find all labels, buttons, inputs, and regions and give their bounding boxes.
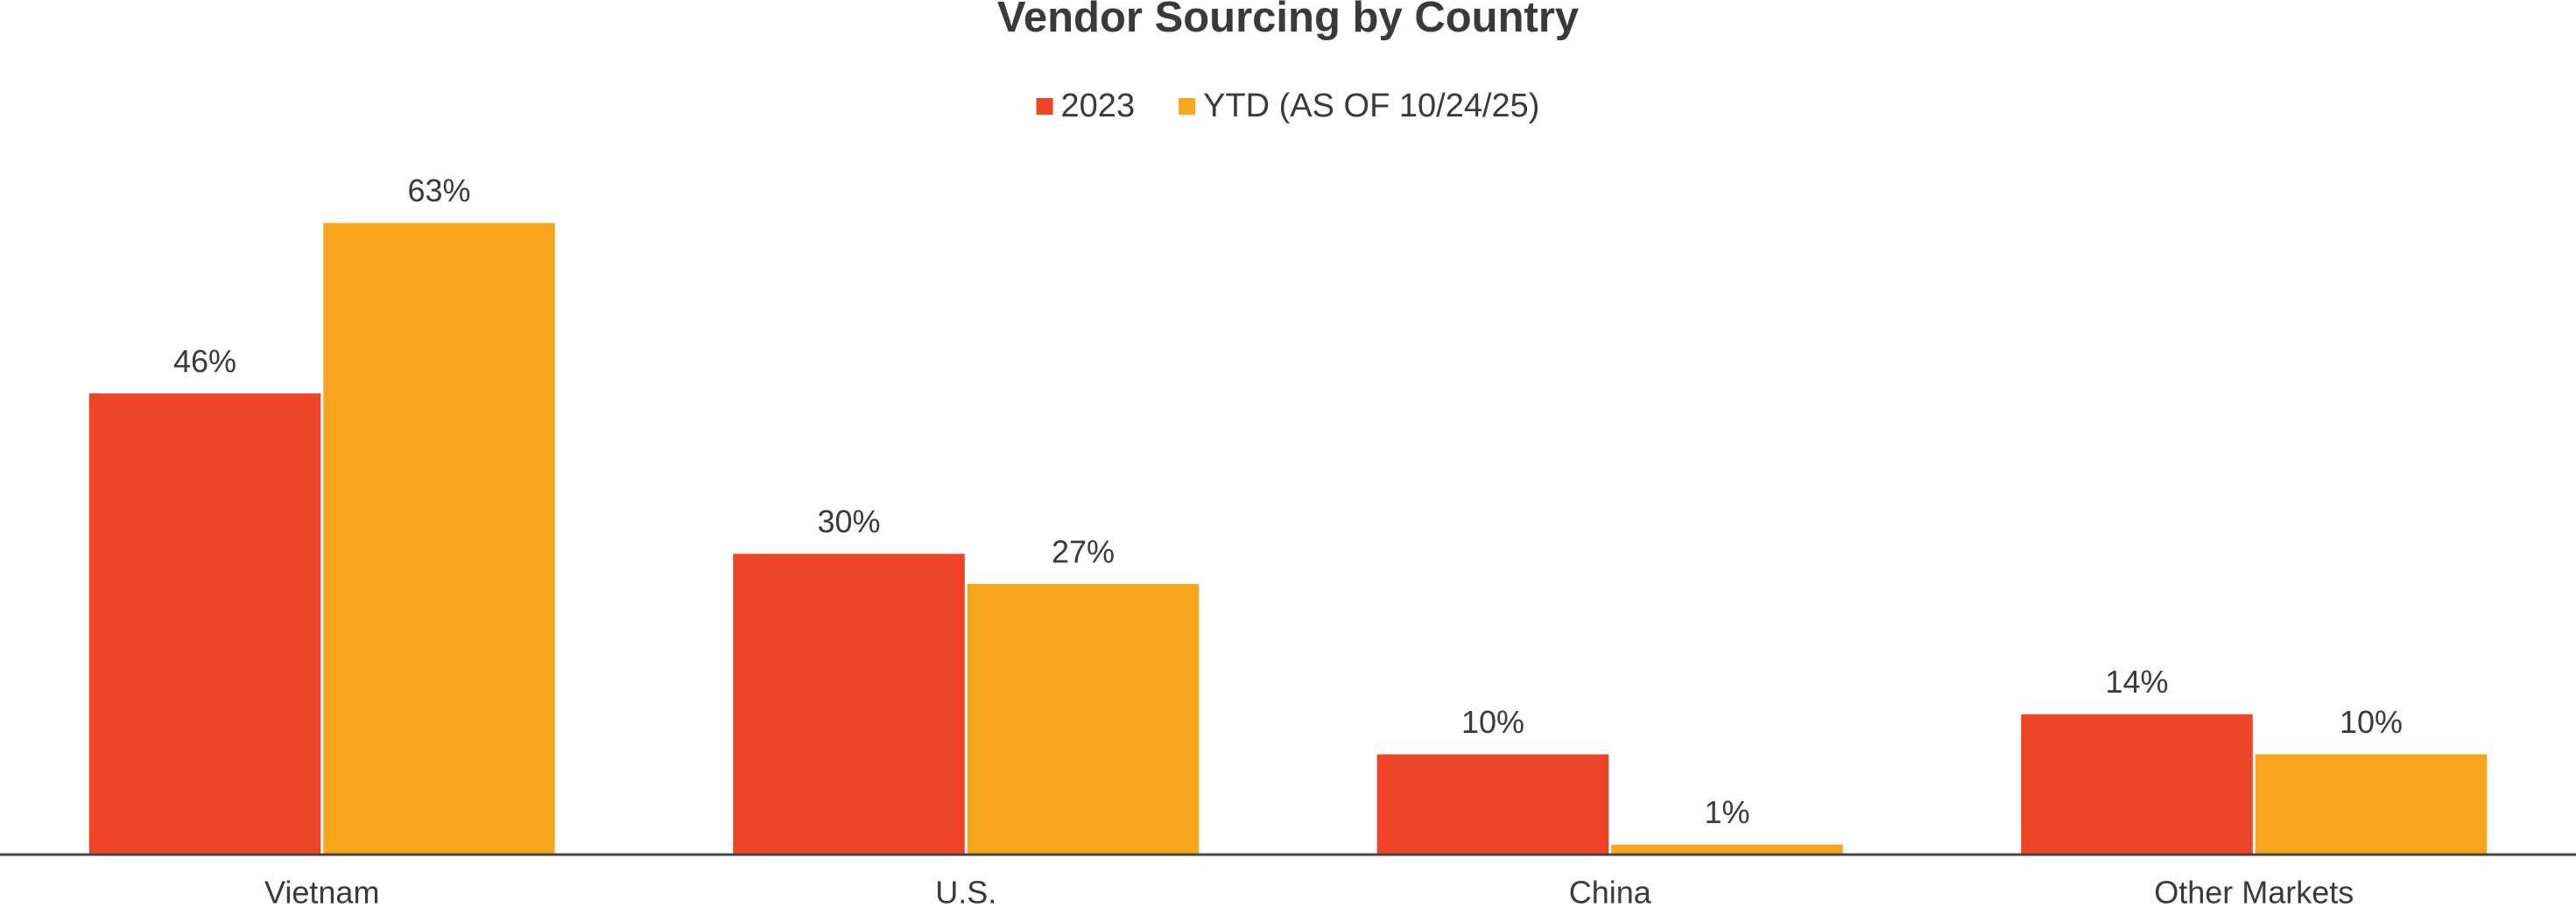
- bar: [1611, 844, 1843, 855]
- bar: [2255, 754, 2488, 855]
- bar: [88, 393, 321, 855]
- legend-swatch: [1179, 98, 1196, 115]
- value-label: 14%: [2105, 664, 2168, 700]
- legend: 2023 YTD (AS OF 10/24/25): [1036, 88, 1539, 124]
- bar: [323, 222, 555, 855]
- legend-swatch: [1036, 98, 1053, 115]
- x-tick-label: Other Markets: [2154, 875, 2354, 908]
- x-tick-label: U.S.: [935, 875, 996, 908]
- bar: [2021, 714, 2253, 855]
- legend-text: 2023: [1061, 88, 1136, 124]
- bar: [1376, 754, 1609, 855]
- value-label: 27%: [1052, 533, 1115, 569]
- value-label: 46%: [173, 343, 236, 379]
- legend-text: YTD (AS OF 10/24/25): [1203, 88, 1539, 124]
- value-label: 63%: [407, 172, 470, 208]
- x-tick-label: Vietnam: [264, 875, 379, 908]
- value-label: 10%: [2340, 704, 2403, 740]
- bar: [967, 583, 1200, 855]
- bar: [733, 553, 965, 855]
- chart-title: Vendor Sourcing by Country: [997, 0, 1579, 41]
- value-label: 1%: [1704, 794, 1749, 830]
- value-label: 10%: [1461, 704, 1524, 740]
- x-tick-label: China: [1569, 875, 1652, 908]
- value-label: 30%: [817, 503, 880, 539]
